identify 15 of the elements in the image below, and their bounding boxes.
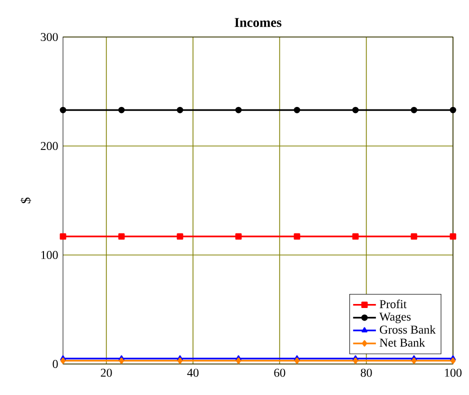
- legend-label: Net Bank: [380, 338, 426, 347]
- legend-label: Wages: [379, 312, 411, 324]
- y-tick-label: 100: [41, 250, 58, 260]
- chart-title: Incomes: [234, 18, 282, 27]
- x-tick-label: 20: [100, 368, 112, 377]
- y-tick-label: 200: [40, 142, 58, 150]
- y-tick-label: 300: [40, 32, 58, 42]
- x-tick-label: 40: [187, 368, 199, 377]
- x-tick-label: 100: [445, 368, 462, 377]
- x-tick-label: 80: [360, 368, 372, 377]
- legend-label: Gross Bank: [380, 325, 436, 334]
- x-tick-label: 60: [274, 368, 286, 377]
- y-tick-label: 0: [52, 360, 58, 368]
- legend-label: Profit: [380, 300, 407, 308]
- y-axis-title: $: [20, 198, 32, 204]
